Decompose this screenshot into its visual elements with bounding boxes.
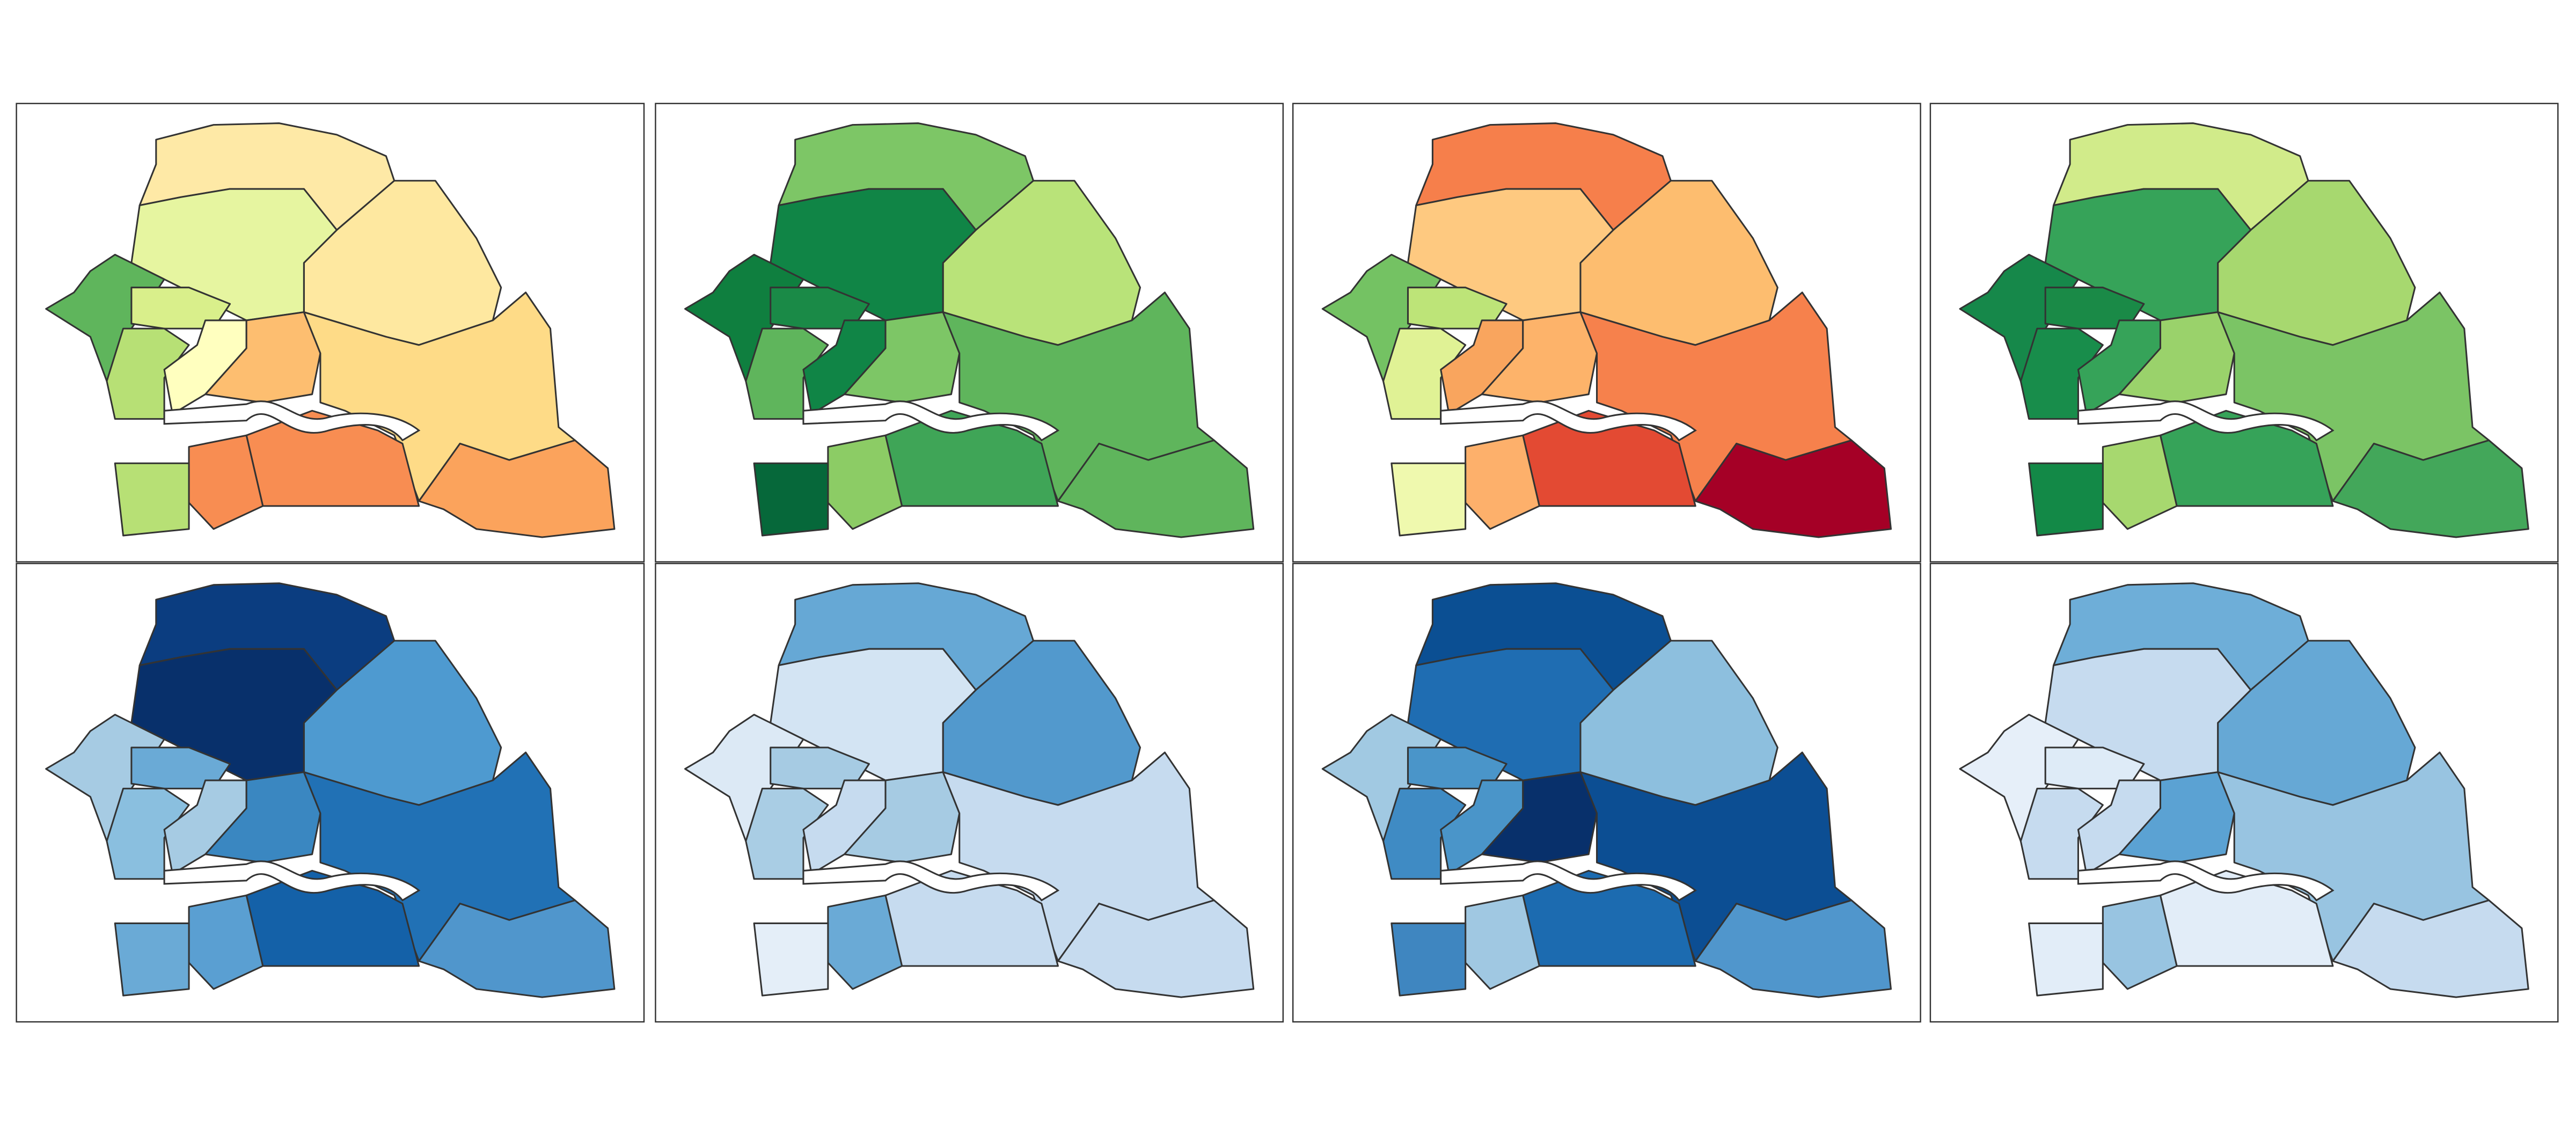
map-panel	[655, 562, 1284, 1023]
region	[684, 714, 804, 842]
region	[1694, 899, 1892, 998]
region	[114, 922, 190, 997]
region	[45, 714, 165, 842]
region	[1959, 253, 2079, 382]
gambia-gap	[1440, 400, 1697, 442]
region	[2028, 922, 2104, 997]
map-panel	[1292, 562, 1921, 1023]
region	[1694, 439, 1892, 538]
map-panel	[655, 103, 1284, 563]
map-panel	[1292, 103, 1921, 563]
map-panel	[16, 562, 645, 1023]
region	[753, 922, 829, 997]
region	[418, 899, 616, 998]
map-panel	[1929, 103, 2559, 563]
gambia-gap	[802, 860, 1060, 902]
gambia-gap	[1440, 860, 1697, 902]
gambia-gap	[802, 400, 1060, 442]
region	[1321, 253, 1442, 382]
region	[753, 462, 829, 537]
map-panel	[16, 103, 645, 563]
gambia-gap	[2077, 400, 2334, 442]
region	[114, 462, 190, 537]
region	[2332, 439, 2529, 538]
region	[2332, 899, 2529, 998]
region	[2028, 462, 2104, 537]
region	[1391, 462, 1467, 537]
gambia-gap	[163, 860, 421, 902]
gambia-gap	[2077, 860, 2334, 902]
region	[684, 253, 804, 382]
region	[1057, 899, 1255, 998]
region	[1321, 714, 1442, 842]
map-panel	[1929, 562, 2559, 1023]
region	[45, 253, 165, 382]
gambia-gap	[163, 400, 421, 442]
region	[1391, 922, 1467, 997]
region	[1057, 439, 1255, 538]
region	[418, 439, 616, 538]
region	[1959, 714, 2079, 842]
